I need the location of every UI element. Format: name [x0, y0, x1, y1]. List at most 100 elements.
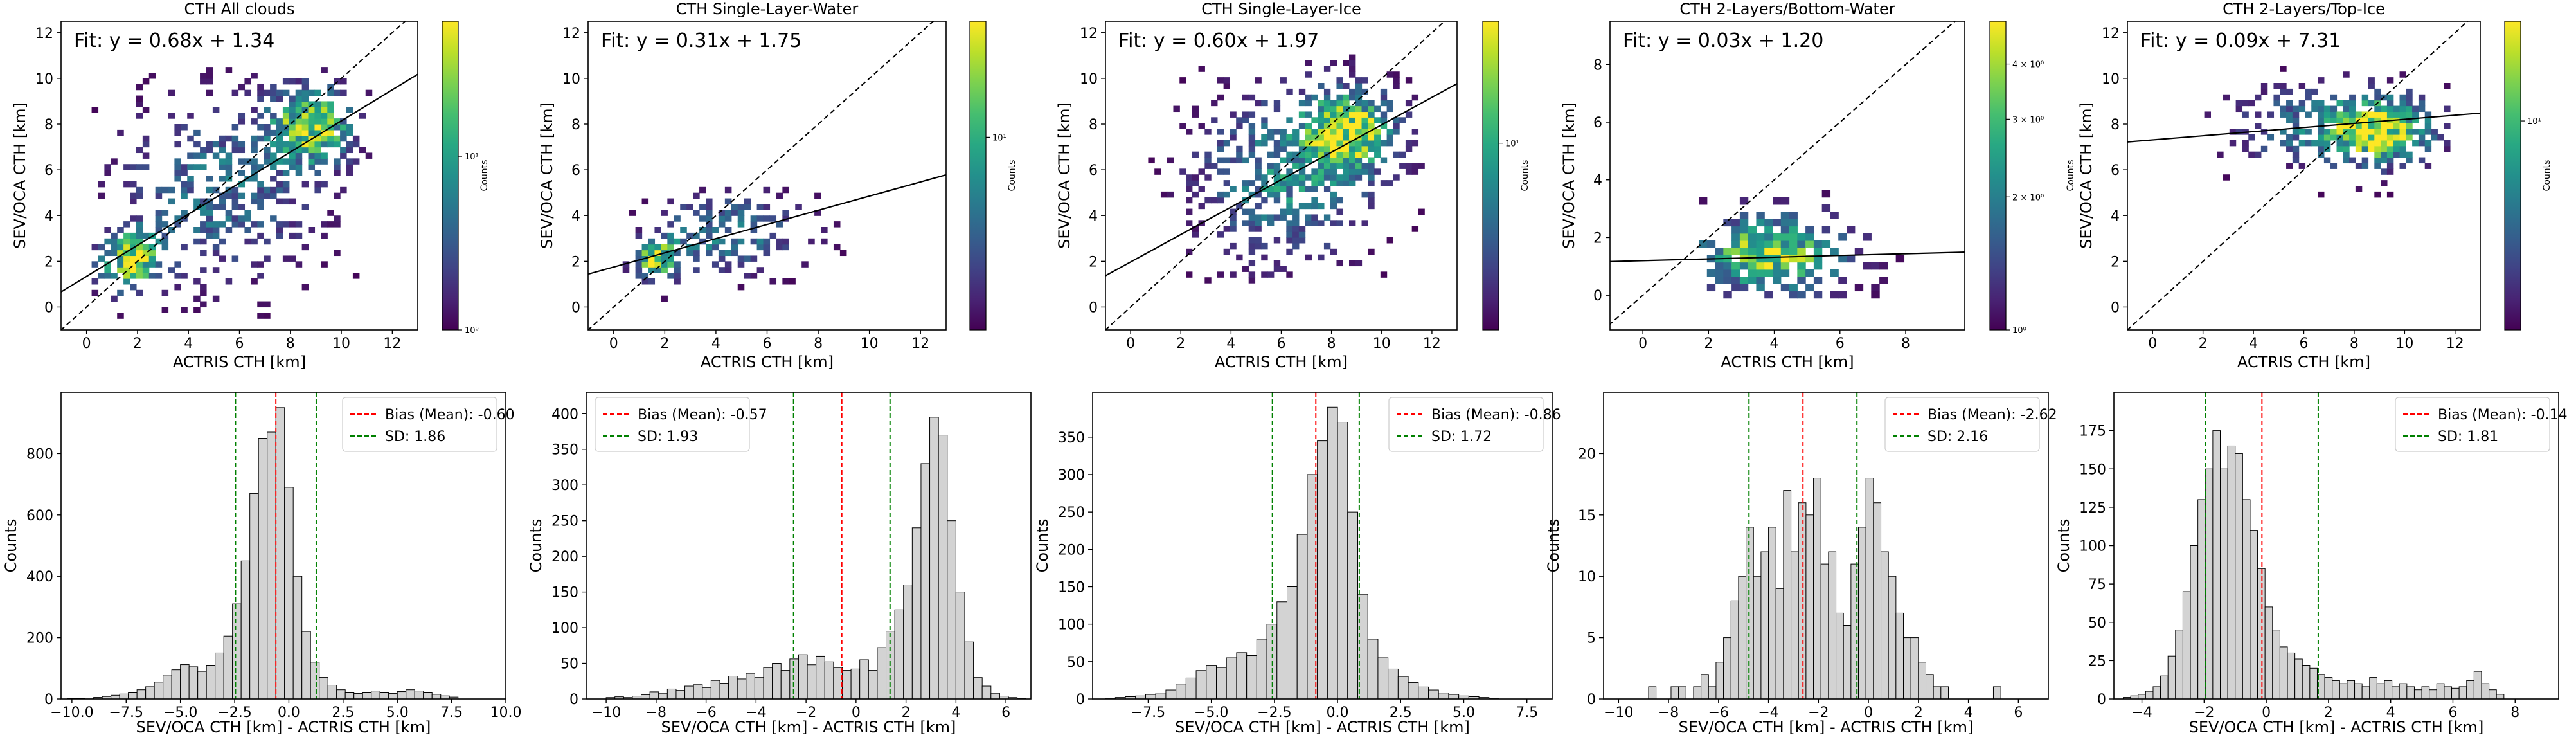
heatmap-cell [136, 267, 143, 273]
heatmap-cell [724, 250, 732, 257]
heatmap-cell [231, 255, 239, 262]
heatmap-cell [635, 267, 643, 273]
heatmap-cell [1879, 277, 1888, 284]
y-axis-label: SEV/OCA CTH [km] [1055, 102, 1073, 249]
heatmap-cell [1261, 242, 1268, 250]
heatmap-cell [1780, 233, 1790, 241]
heatmap-cell [699, 238, 706, 245]
heatmap-cell [1374, 105, 1381, 113]
heatmap-cell [1280, 214, 1287, 221]
heatmap-cell [206, 73, 213, 79]
heatmap-cell [2361, 123, 2369, 129]
heatmap-cell [193, 238, 201, 245]
heatmap-cell [667, 255, 674, 262]
heatmap-cell [1739, 277, 1749, 284]
heatmap-cell [2355, 145, 2363, 152]
heatmap-cell [2349, 129, 2356, 135]
y-tick-label: 150 [551, 585, 578, 601]
histogram-bar [2272, 630, 2280, 700]
heatmap-cell [2406, 134, 2413, 141]
heatmap-cell [1192, 180, 1199, 186]
colorbar-label: Counts [2066, 160, 2076, 192]
histogram-bar [1296, 534, 1308, 700]
heatmap-cell [1318, 134, 1325, 141]
heatmap-cell [724, 198, 732, 205]
y-tick-label: 0 [1593, 288, 1602, 304]
heatmap-cell [219, 238, 226, 245]
heatmap-cell [1286, 151, 1293, 158]
heatmap-cell [2412, 105, 2419, 113]
heatmap-cell [1292, 174, 1300, 181]
heatmap-cell [193, 198, 201, 205]
heatmap-cell [2323, 105, 2331, 113]
heatmap-cell [2368, 140, 2375, 147]
heatmap-cell [136, 238, 143, 245]
heatmap-cell [750, 227, 758, 233]
heatmap-cell [2255, 151, 2262, 158]
heatmap-cell [1204, 277, 1212, 284]
heatmap-cell [2381, 180, 2388, 186]
heatmap-cell [1780, 240, 1790, 248]
heatmap-cell [1336, 117, 1343, 123]
heatmap-cell [2260, 88, 2268, 95]
heatmap-cell [2412, 111, 2419, 118]
heatmap-cell [251, 221, 258, 228]
heatmap-cell [1748, 233, 1757, 241]
heatmap-cell [295, 135, 303, 142]
x-tick-label: 0 [852, 705, 861, 721]
heatmap-cell [635, 227, 643, 233]
histogram-bar [1226, 657, 1237, 700]
heatmap-cell [1179, 168, 1186, 175]
heatmap-cell [1286, 117, 1293, 123]
heatmap-cell [1248, 151, 1256, 158]
heatmap-cell [1764, 262, 1773, 270]
heatmap-cell [833, 244, 841, 251]
heatmap-cell [1330, 180, 1337, 186]
heatmap-cell [1756, 255, 1765, 263]
y-tick-label: 10 [562, 71, 580, 87]
heatmap-cell [2393, 140, 2401, 147]
legend-bias-label: Bias (Mean): -0.57 [638, 407, 767, 423]
heatmap-cell [1374, 140, 1381, 147]
heatmap-cell [1361, 145, 1368, 152]
heatmap-cell [1286, 134, 1293, 141]
heatmap-cell [2374, 88, 2381, 95]
heatmap-cell [264, 238, 271, 245]
heatmap-cell [2399, 71, 2406, 78]
heatmap-cell [2368, 134, 2375, 141]
heatmap-cell [98, 192, 105, 199]
heatmap-cell [301, 204, 309, 210]
heatmap-cell [1343, 151, 1350, 158]
heatmap-cell [2286, 134, 2293, 141]
heatmap-cell [1292, 151, 1300, 158]
heatmap-cell [136, 261, 143, 268]
heatmap-cell [1380, 88, 1388, 95]
heatmap-cell [1318, 163, 1325, 169]
heatmap-cell [1838, 233, 1847, 241]
heatmap-cell [225, 192, 233, 199]
heatmap-cell [833, 221, 841, 228]
heatmap-cell [1715, 269, 1724, 277]
histogram-bar [128, 692, 138, 700]
heatmap-cell [1186, 174, 1193, 181]
heatmap-cell [1186, 271, 1193, 278]
heatmap-cell [200, 267, 207, 273]
heatmap-cell [1756, 248, 1765, 255]
heatmap-cell [2406, 105, 2413, 113]
heatmap-cell [1399, 163, 1406, 169]
heatmap-cell [301, 244, 309, 251]
y-axis-label: SEV/OCA CTH [km] [11, 102, 29, 249]
heatmap-cell [1355, 145, 1363, 152]
heatmap-cell [314, 170, 321, 176]
heatmap-cell [1248, 140, 1256, 147]
heatmap-cell [2374, 94, 2381, 101]
heatmap-cell [251, 141, 258, 148]
histogram-bar [728, 676, 738, 700]
heatmap-cell [1764, 219, 1773, 227]
heatmap-cell [257, 181, 264, 188]
legend-frame [2395, 397, 2550, 452]
heatmap-cell [282, 89, 290, 96]
heatmap-cell [231, 186, 239, 194]
heatmap-cell [104, 238, 111, 245]
heatmap-cell [174, 129, 181, 136]
